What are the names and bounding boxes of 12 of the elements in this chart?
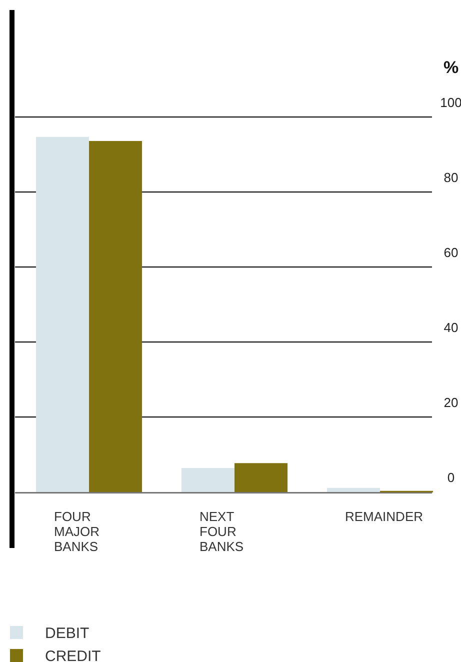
- y-tick-label: 40: [444, 320, 458, 335]
- y-tick-label: 80: [444, 170, 458, 185]
- y-tick-label: 60: [444, 245, 458, 260]
- legend-label: CREDIT: [45, 648, 101, 662]
- y-tick-label: 20: [444, 395, 458, 410]
- x-tick-label: FOUR MAJOR BANKS: [54, 509, 100, 554]
- x-tick-label: NEXT FOUR BANKS: [200, 509, 244, 554]
- y-axis-title: %: [443, 58, 459, 77]
- x-tick-label: REMAINDER: [345, 509, 424, 524]
- legend-label: DEBIT: [45, 625, 90, 642]
- y-tick-label: 0: [447, 470, 455, 485]
- y-tick-label: 100: [440, 95, 461, 110]
